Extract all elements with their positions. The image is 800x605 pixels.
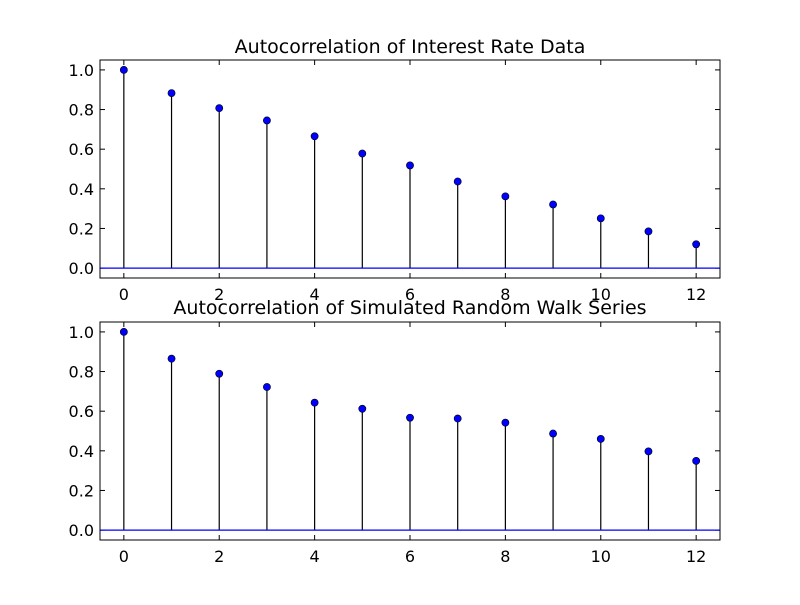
axes-border: [99, 321, 721, 541]
y-tick-label: 0.2: [69, 481, 94, 500]
y-tick-label: 0.0: [69, 259, 94, 278]
data-point: [692, 240, 701, 249]
y-tick-label: 0.4: [69, 180, 94, 199]
data-point: [358, 404, 367, 413]
data-point: [453, 414, 462, 423]
data-point: [310, 132, 319, 141]
data-point: [596, 435, 605, 443]
data-point: [167, 354, 176, 363]
data-point: [358, 149, 367, 158]
ticks: 0 2 4 6 8 10 12 0.0 0.2 0.4 0.6 0.8 1.0: [69, 322, 720, 566]
acf-plot-random-walk: Autocorrelation of Simulated Random Walk…: [69, 297, 721, 566]
data-point: [215, 369, 224, 378]
x-tick-label: 0: [119, 285, 129, 304]
data-point: [549, 200, 557, 209]
data-point: [549, 429, 557, 438]
data-point: [644, 227, 653, 236]
x-tick-label: 10: [591, 547, 611, 566]
y-tick-label: 0.0: [69, 521, 94, 540]
x-tick-label: 6: [405, 547, 415, 566]
chart-title: Autocorrelation of Simulated Random Walk…: [173, 297, 646, 319]
y-tick-label: 0.6: [69, 140, 94, 159]
data-point: [215, 104, 224, 113]
data-point: [310, 398, 319, 407]
y-tick-label: 0.8: [69, 363, 94, 382]
chart-title: Autocorrelation of Interest Rate Data: [235, 36, 586, 58]
x-tick-label: 12: [686, 285, 706, 304]
data-point: [501, 418, 510, 427]
x-tick-label: 8: [500, 285, 510, 304]
data-point: [501, 192, 510, 201]
stems: [123, 331, 697, 531]
data-point: [406, 161, 414, 170]
x-tick-label: 4: [310, 547, 320, 566]
markers: [119, 328, 701, 465]
x-tick-label: 0: [119, 547, 129, 566]
x-tick-label: 4: [310, 285, 320, 304]
y-tick-label: 0.4: [69, 442, 94, 461]
data-point: [119, 328, 128, 336]
data-point: [692, 457, 701, 465]
x-tick-label: 2: [214, 285, 224, 304]
x-tick-label: 6: [405, 285, 415, 304]
axes-border: [99, 59, 721, 279]
ticks: 0 2 4 6 8 10 12 0.0 0.2 0.4 0.6 0.8 1.0: [69, 60, 720, 304]
x-tick-label: 10: [591, 285, 611, 304]
x-tick-label: 2: [214, 547, 224, 566]
x-tick-label: 12: [686, 547, 706, 566]
y-tick-label: 1.0: [69, 61, 94, 80]
acf-plot-interest-rate: Autocorrelation of Interest Rate Data 0 2…: [69, 36, 721, 304]
y-tick-label: 0.6: [69, 402, 94, 421]
stems: [123, 69, 697, 269]
data-point: [406, 413, 414, 422]
data-point: [644, 447, 653, 456]
data-point: [167, 89, 176, 97]
y-tick-label: 0.8: [69, 101, 94, 120]
axes-frame: [99, 321, 721, 541]
axes-frame: [99, 59, 721, 279]
data-point: [453, 177, 462, 186]
data-point: [263, 383, 271, 391]
y-tick-label: 1.0: [69, 323, 94, 342]
x-tick-label: 8: [500, 547, 510, 566]
data-point: [119, 66, 128, 74]
data-point: [263, 116, 271, 125]
y-tick-label: 0.2: [69, 219, 94, 238]
data-point: [596, 214, 605, 223]
markers: [119, 66, 701, 249]
